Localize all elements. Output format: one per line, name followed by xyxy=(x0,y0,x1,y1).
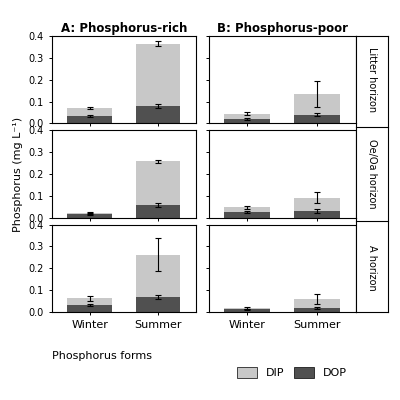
Bar xyxy=(136,254,180,297)
Text: Phosphorus forms: Phosphorus forms xyxy=(52,351,152,361)
Title: B: Phosphorus-poor: B: Phosphorus-poor xyxy=(216,22,348,35)
Text: Oe/Oa horizon: Oe/Oa horizon xyxy=(367,139,377,209)
Bar xyxy=(294,211,340,218)
Bar xyxy=(224,114,270,119)
Y-axis label: Phosphorus (mg L⁻¹): Phosphorus (mg L⁻¹) xyxy=(13,116,23,232)
Bar xyxy=(67,305,112,312)
Bar xyxy=(136,161,180,205)
Legend: DIP, DOP: DIP, DOP xyxy=(237,367,346,378)
Bar xyxy=(224,212,270,218)
Bar xyxy=(67,116,112,123)
Bar xyxy=(136,205,180,218)
Bar xyxy=(294,198,340,211)
Bar xyxy=(224,309,270,312)
Bar xyxy=(294,308,340,312)
Bar xyxy=(67,298,112,305)
Text: A horizon: A horizon xyxy=(367,246,377,291)
Bar xyxy=(67,214,112,218)
Bar xyxy=(294,94,340,115)
Bar xyxy=(67,108,112,116)
Text: Litter horizon: Litter horizon xyxy=(367,47,377,112)
Bar xyxy=(224,308,270,309)
Bar xyxy=(136,106,180,123)
Bar xyxy=(224,208,270,212)
Bar xyxy=(136,297,180,312)
Bar xyxy=(224,119,270,123)
Title: A: Phosphorus-rich: A: Phosphorus-rich xyxy=(61,22,187,35)
Bar xyxy=(67,213,112,214)
Bar xyxy=(294,115,340,123)
Bar xyxy=(136,44,180,106)
Bar xyxy=(294,299,340,308)
